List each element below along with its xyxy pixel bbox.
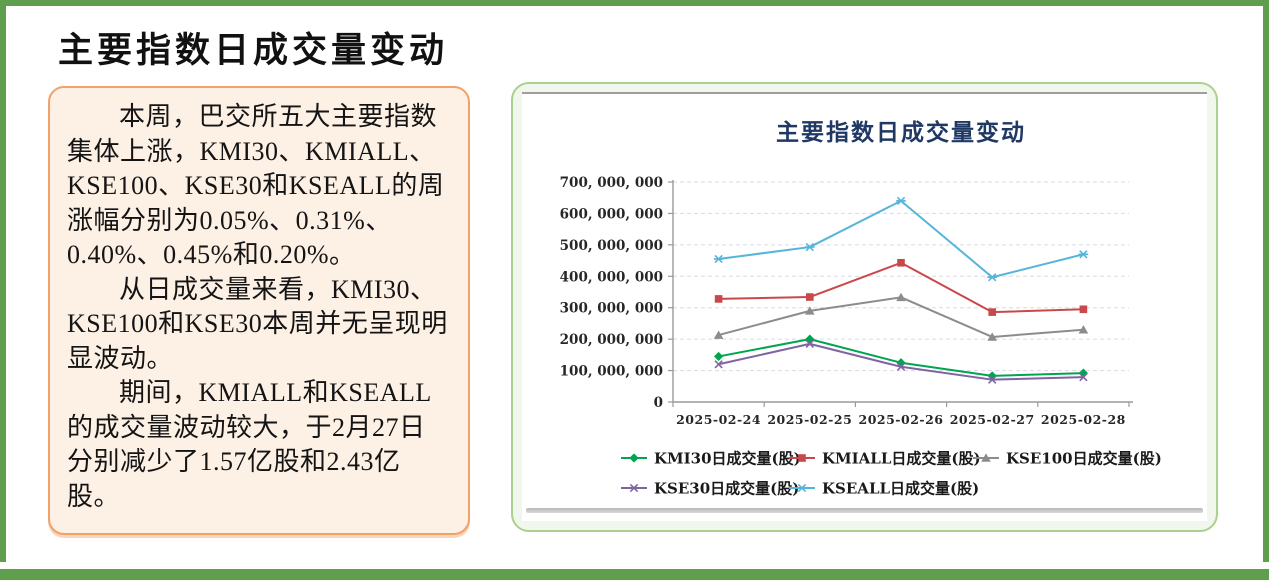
series-marker xyxy=(798,454,806,462)
series-marker xyxy=(988,308,996,316)
series-marker xyxy=(897,258,905,267)
series-marker xyxy=(714,295,723,303)
series-marker xyxy=(805,334,815,344)
horizontal-scrollbar[interactable] xyxy=(526,508,1203,513)
legend-item-KMIALL日成交量(股): KMIALL日成交量(股) xyxy=(789,450,981,468)
series-line xyxy=(718,296,1084,338)
series-marker xyxy=(629,453,639,463)
series-KMI30日成交量(股) xyxy=(714,334,1088,381)
y-axis-label: 600, 000, 000 xyxy=(560,206,663,222)
legend-label: KSE30日成交量(股) xyxy=(654,480,799,498)
series-KMIALL日成交量(股) xyxy=(714,258,1088,316)
y-axis-label: 400, 000, 000 xyxy=(560,269,663,285)
y-axis-label: 200, 000, 000 xyxy=(560,332,663,348)
series-marker xyxy=(987,371,997,381)
page-bottom-bar xyxy=(0,569,1269,580)
x-axis-label: 2025-02-25 xyxy=(767,412,852,427)
y-axis-label: 700, 000, 000 xyxy=(560,175,663,191)
series-marker xyxy=(713,330,724,339)
series-marker xyxy=(714,360,723,369)
legend-label: KMIALL日成交量(股) xyxy=(822,450,981,468)
legend-label: KSE100日成交量(股) xyxy=(1006,450,1162,468)
series-KSE30日成交量(股) xyxy=(714,339,1088,384)
page-title: 主要指数日成交量变动 xyxy=(58,31,449,70)
chart-title: 主要指数日成交量变动 xyxy=(776,119,1026,146)
y-axis-label: 100, 000, 000 xyxy=(560,364,663,380)
series-marker xyxy=(1078,325,1089,334)
legend-item-KMI30日成交量(股): KMI30日成交量(股) xyxy=(621,450,801,468)
series-marker xyxy=(1079,305,1088,314)
x-axis-label: 2025-02-27 xyxy=(950,412,1035,427)
legend-label: KMI30日成交量(股) xyxy=(654,450,801,468)
series-marker xyxy=(896,292,906,302)
series-marker xyxy=(981,453,991,462)
series-marker xyxy=(896,362,906,371)
series-marker xyxy=(629,483,639,493)
summary-text-box: 本周，巴交所五大主要指数集体上涨，KMI30、KMIALL、KSE100、KSE… xyxy=(48,86,470,535)
series-marker xyxy=(988,375,997,384)
volume-line-chart: 主要指数日成交量变动 0 100, 000, 000 200, 000, 000 300… xyxy=(560,119,1162,498)
y-axis-label: 500, 000, 000 xyxy=(560,238,663,254)
legend-item-KSE30日成交量(股): KSE30日成交量(股) xyxy=(621,480,799,498)
series-marker xyxy=(806,293,814,301)
chart-panel: 主要指数日成交量变动 0 100, 000, 000 200, 000, 000 300… xyxy=(511,82,1218,532)
summary-paragraph-1: 本周，巴交所五大主要指数集体上涨，KMI30、KMIALL、KSE100、KSE… xyxy=(67,102,445,269)
series-marker xyxy=(805,339,814,349)
x-axis-label: 2025-02-26 xyxy=(859,412,944,427)
series-line xyxy=(718,261,1084,314)
y-axis-label: 0 xyxy=(654,395,663,411)
legend-label: KSEALL日成交量(股) xyxy=(822,480,979,498)
x-axis-label: 2025-02-24 xyxy=(676,412,761,427)
series-marker xyxy=(805,306,815,315)
legend-item-KSEALL日成交量(股): KSEALL日成交量(股) xyxy=(789,480,979,498)
x-axis-label: 2025-02-28 xyxy=(1041,412,1126,427)
series-KSE100日成交量(股) xyxy=(713,292,1089,341)
chart-frame: 主要指数日成交量变动 0 100, 000, 000 200, 000, 000 300… xyxy=(522,92,1207,521)
summary-paragraph-3: 期间，KMIALL和KSEALL的成交量波动较大，于2月27日分别减少了1.57… xyxy=(67,378,432,511)
series-KSEALL日成交量(股) xyxy=(713,196,1089,282)
y-axis-label: 300, 000, 000 xyxy=(560,301,663,317)
series-marker xyxy=(987,332,997,341)
summary-paragraph-2: 从日成交量来看，KMI30、KSE100和KSE30本周并无呈现明显波动。 xyxy=(67,274,448,373)
series-marker xyxy=(714,351,724,362)
series-marker xyxy=(1079,373,1088,382)
legend-item-KSE100日成交量(股): KSE100日成交量(股) xyxy=(973,450,1162,468)
